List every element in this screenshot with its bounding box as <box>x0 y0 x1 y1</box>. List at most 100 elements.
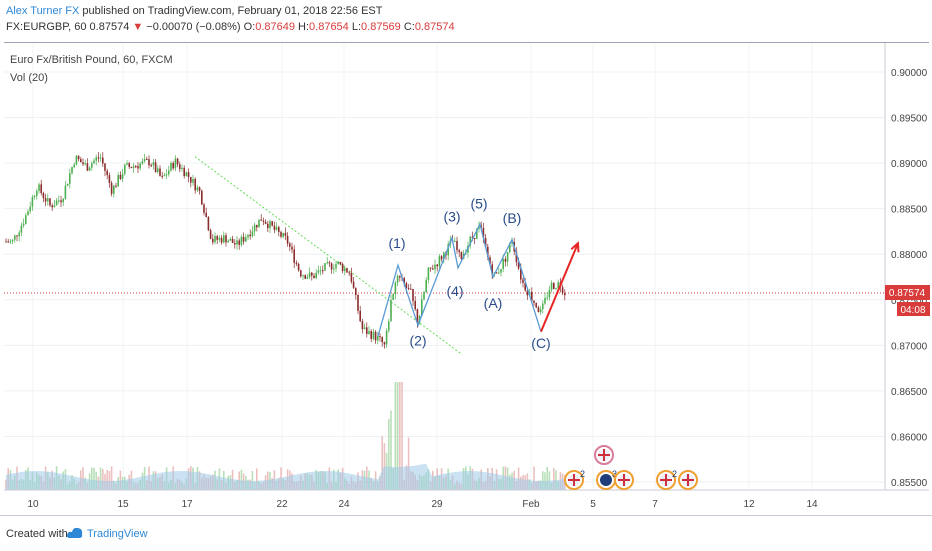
volume-bar <box>542 471 544 490</box>
candle-body <box>300 270 302 277</box>
candle-body <box>555 288 557 290</box>
instrument-legend: Euro Fx/British Pound, 60, FXCM <box>10 54 173 66</box>
time-tick-label: 29 <box>431 499 443 510</box>
moon-flag-icon[interactable]: 3 <box>596 469 617 490</box>
candle-body <box>185 172 188 177</box>
symbol-label: FX:EURGBP, 60 <box>6 21 87 33</box>
candle-body <box>330 263 333 270</box>
tradingview-logo-icon[interactable] <box>66 526 84 545</box>
candle-body <box>333 268 335 270</box>
candle-body <box>91 163 93 168</box>
candle-body <box>5 241 7 243</box>
candle-body <box>302 275 304 277</box>
price-chart[interactable]: (1)(2)(3)(4)(5)(A)(B)(C) 0.900000.895000… <box>0 0 932 515</box>
candle-body <box>324 263 326 271</box>
candle-body <box>236 240 238 245</box>
price-tag: 0.87574 04:08 <box>885 285 930 316</box>
candle-body <box>447 244 449 256</box>
candle-body <box>363 327 366 330</box>
volume-bar <box>396 382 399 490</box>
candle-body <box>291 246 293 250</box>
candle-body <box>187 172 190 177</box>
tradingview-link[interactable]: TradingView <box>87 528 148 540</box>
candle-body <box>176 158 179 165</box>
volume-bar <box>256 468 258 490</box>
candle-body <box>201 190 203 205</box>
candle-body <box>346 268 348 273</box>
candle-body <box>337 261 339 264</box>
candle-body <box>269 221 271 229</box>
projection-arrow-head <box>570 241 580 253</box>
time-tick-label: 24 <box>338 499 350 510</box>
candle-body <box>102 157 104 164</box>
price-tick-label: 0.89000 <box>891 159 928 170</box>
published-text: published on TradingView.com, February 0… <box>79 5 383 17</box>
candle-body <box>489 257 491 265</box>
candle-body <box>64 185 67 199</box>
uk-flag-icon[interactable]: 2 <box>564 469 585 490</box>
candle-body <box>117 174 119 187</box>
candle-body <box>203 204 205 213</box>
last-price: 0.87574 <box>86 21 130 33</box>
time-tick-label: 10 <box>27 499 39 510</box>
uk-flag-icon[interactable] <box>614 470 634 490</box>
candle-body <box>137 166 139 169</box>
candle-body <box>280 231 282 237</box>
candle-body <box>487 246 489 258</box>
time-tick-label: 5 <box>590 499 596 510</box>
candle-body <box>531 291 533 301</box>
price-tick-label: 0.86500 <box>891 387 928 398</box>
candle-body <box>368 331 370 334</box>
volume-bar <box>381 436 383 490</box>
candle-body <box>209 230 212 239</box>
candle-body <box>172 163 174 169</box>
candle-body <box>196 187 199 191</box>
volume-bar <box>99 467 102 490</box>
candle-body <box>339 261 342 265</box>
candle-body <box>275 227 278 230</box>
candle-body <box>476 228 478 239</box>
candle-body <box>473 238 476 240</box>
candle-body <box>308 272 311 277</box>
candle-body <box>429 267 432 269</box>
candle-body <box>471 236 474 239</box>
projection-arrow-line <box>540 242 579 333</box>
candle-body <box>194 178 196 191</box>
candle-body <box>247 234 249 238</box>
candle-body <box>130 166 133 168</box>
candle-body <box>366 327 368 334</box>
candle-body <box>377 336 379 341</box>
candle-body <box>390 300 392 322</box>
volume-bar <box>553 468 555 490</box>
grid-lines <box>4 43 885 490</box>
candle-body <box>25 215 27 224</box>
trendline <box>194 156 463 355</box>
candle-body <box>262 220 265 222</box>
candle-body <box>278 227 280 232</box>
candle-body <box>113 185 115 194</box>
uk-flag-icon[interactable]: 2 <box>656 469 677 490</box>
volume-bar <box>533 466 535 490</box>
volume-bar <box>390 410 392 490</box>
wave-label: (A) <box>484 295 503 311</box>
candle-body <box>553 283 555 289</box>
volume-bar <box>110 466 113 490</box>
uk-flag-icon[interactable] <box>594 445 614 465</box>
moon-flag-fill <box>600 474 612 486</box>
badge-count: 3 <box>612 469 617 479</box>
candle-body <box>119 174 122 179</box>
candle-body <box>396 275 399 283</box>
uk-flag-icon[interactable] <box>678 470 698 490</box>
badge-count: 2 <box>672 469 677 479</box>
candles-layer <box>5 152 566 349</box>
candle-body <box>159 168 161 176</box>
candle-body <box>110 182 113 194</box>
candle-body <box>60 200 62 203</box>
candle-body <box>326 262 328 264</box>
candle-body <box>319 270 322 272</box>
wave-label: (4) <box>446 283 463 299</box>
wave-label: (5) <box>470 196 487 212</box>
candle-body <box>293 249 295 263</box>
candle-body <box>227 240 229 243</box>
author-link[interactable]: Alex Turner FX <box>6 5 80 17</box>
